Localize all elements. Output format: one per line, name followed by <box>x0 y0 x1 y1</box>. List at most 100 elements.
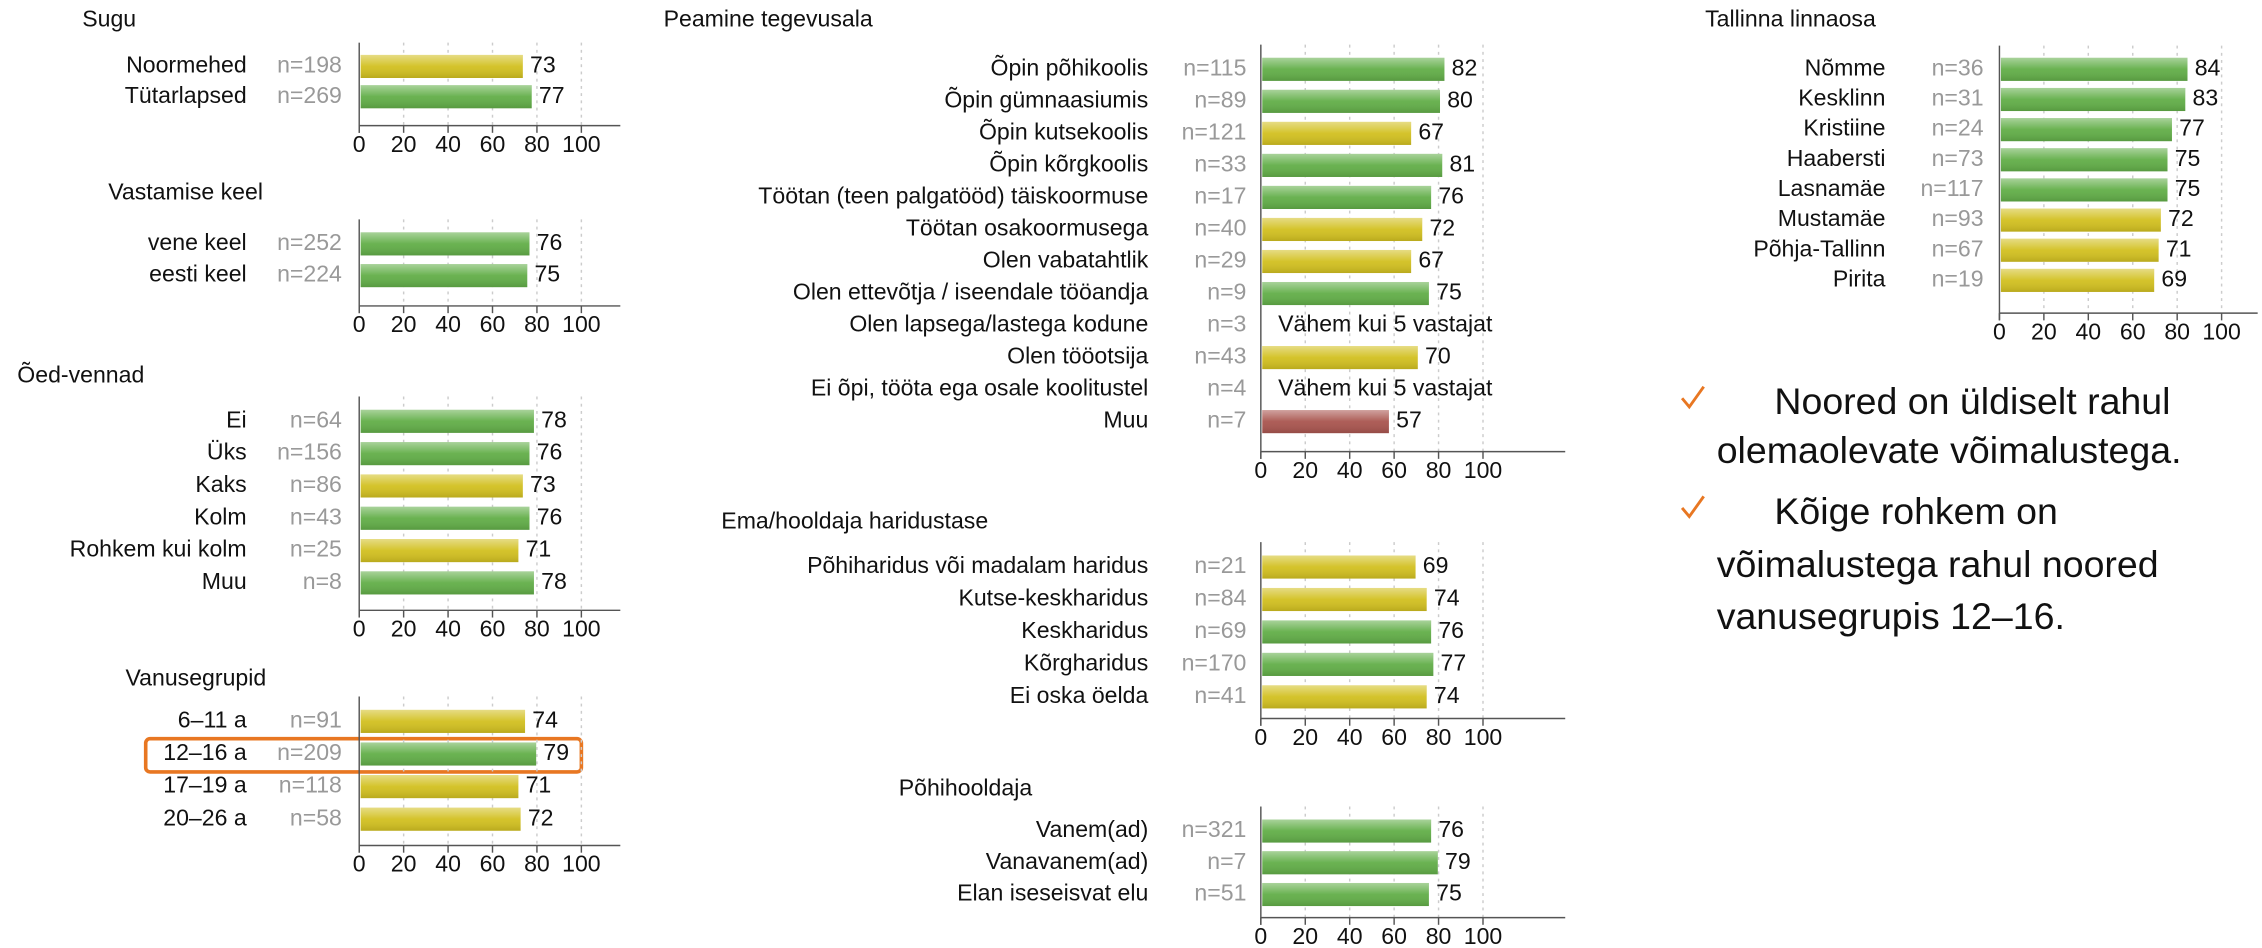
category-label: Muu <box>1103 407 1148 433</box>
bar-shine <box>1262 410 1389 434</box>
category-label: Töötan (teen palgatööd) täiskoormuse <box>758 183 1148 209</box>
x-tick-label: 80 <box>524 851 550 877</box>
value-label: 76 <box>537 439 563 465</box>
value-label: 78 <box>541 568 567 594</box>
category-label: Kõrgharidus <box>1024 650 1148 676</box>
value-label: 73 <box>530 471 556 497</box>
bar-shine <box>2000 118 2172 142</box>
value-label: 72 <box>2168 205 2194 231</box>
value-label: 76 <box>537 229 563 255</box>
check-icon <box>1680 385 1705 410</box>
x-tick-label: 60 <box>1381 457 1407 483</box>
bar-shine <box>1262 346 1418 370</box>
value-label: 71 <box>526 772 552 798</box>
value-label: 75 <box>1436 880 1462 906</box>
x-tick-label: 60 <box>1381 923 1407 948</box>
category-label: Kesklinn <box>1798 85 1885 111</box>
n-label: n=8 <box>303 568 342 594</box>
bar-shine <box>360 442 530 466</box>
value-label: 76 <box>1438 816 1464 842</box>
note-text: Kõige rohkem on <box>1774 490 2058 532</box>
x-tick-label: 40 <box>1337 724 1363 750</box>
note-text: võimalustega rahul noored <box>1717 543 2159 585</box>
bar-shine <box>1262 89 1441 113</box>
check-icon <box>1680 495 1705 519</box>
category-label: Põhiharidus või madalam haridus <box>807 552 1148 578</box>
n-label: n=7 <box>1207 407 1246 433</box>
x-tick-label: 20 <box>391 311 417 337</box>
bar-shine <box>1262 121 1412 145</box>
n-label: n=41 <box>1194 682 1246 708</box>
category-label: Kaks <box>195 471 246 497</box>
n-label: n=58 <box>290 804 342 830</box>
category-label: Olen vabatahtlik <box>983 247 1149 273</box>
x-tick-label: 60 <box>2120 318 2146 344</box>
x-tick-label: 20 <box>391 131 417 157</box>
category-label: Olen tööotsija <box>1007 343 1148 369</box>
category-label: Ei õpi, tööta ega osale koolitustel <box>811 375 1148 401</box>
value-label: 76 <box>1438 617 1464 643</box>
x-tick-label: 100 <box>562 311 601 337</box>
x-tick-label: 40 <box>435 616 461 642</box>
bar-shine <box>360 232 530 256</box>
category-label: Õpin gümnaasiumis <box>944 85 1148 112</box>
x-tick-label: 80 <box>1426 724 1452 750</box>
category-label: Elan iseseisvat elu <box>957 880 1148 906</box>
bar-shine <box>360 474 523 498</box>
category-label: Kutse-keskharidus <box>958 585 1148 611</box>
x-tick-label: 0 <box>353 311 366 337</box>
n-label: n=89 <box>1194 86 1246 112</box>
n-label: n=7 <box>1207 848 1246 874</box>
bar-shine <box>1262 153 1443 177</box>
n-label: n=93 <box>1932 205 1984 231</box>
value-label: 80 <box>1447 86 1473 112</box>
n-label: n=84 <box>1194 585 1246 611</box>
value-label: 69 <box>1423 552 1449 578</box>
x-tick-label: 0 <box>1993 318 2006 344</box>
bar-shine <box>360 742 537 766</box>
n-label: n=51 <box>1194 880 1246 906</box>
category-label: 17–19 a <box>163 772 247 798</box>
bar-shine <box>2000 178 2168 202</box>
n-label: n=24 <box>1932 115 1984 141</box>
category-label: Ei <box>226 406 247 432</box>
value-label: Vähem kui 5 vastajat <box>1278 311 1493 337</box>
category-label: vene keel <box>148 229 247 255</box>
x-tick-label: 20 <box>2031 318 2057 344</box>
chart-title: Õed-vennad <box>17 361 144 388</box>
bar-shine <box>360 506 530 530</box>
x-tick-label: 40 <box>435 851 461 877</box>
value-label: 74 <box>1434 682 1460 708</box>
value-label: 77 <box>2179 115 2205 141</box>
category-label: 12–16 a <box>163 739 247 765</box>
bar-shine <box>360 264 528 288</box>
x-tick-label: 40 <box>1337 923 1363 948</box>
value-label: 71 <box>2166 235 2192 261</box>
n-label: n=31 <box>1932 85 1984 111</box>
note-text: vanusegrupis 12–16. <box>1717 595 2065 637</box>
x-tick-label: 60 <box>480 131 506 157</box>
bar-shine <box>360 775 519 799</box>
n-label: n=29 <box>1194 247 1246 273</box>
bar-shine <box>2000 57 2188 81</box>
value-label: 78 <box>541 406 567 432</box>
category-label: Vanavanem(ad) <box>986 848 1148 874</box>
x-tick-label: 80 <box>524 131 550 157</box>
n-label: n=3 <box>1207 311 1246 337</box>
chart-title: Ema/hooldaja haridustase <box>721 507 988 533</box>
value-label: 73 <box>530 52 556 78</box>
x-tick-label: 20 <box>1292 923 1318 948</box>
x-tick-label: 40 <box>1337 457 1363 483</box>
bar-shine <box>1262 587 1427 612</box>
n-label: n=86 <box>290 471 342 497</box>
x-tick-label: 20 <box>1292 724 1318 750</box>
category-label: Ei oska öelda <box>1010 682 1149 708</box>
category-label: Nõmme <box>1805 54 1886 80</box>
bar-shine <box>360 409 534 433</box>
category-label: Õpin kõrgkoolis <box>989 150 1148 177</box>
value-label: 76 <box>1438 183 1464 209</box>
bar-shine <box>1262 281 1429 306</box>
value-label: 70 <box>1425 343 1451 369</box>
n-label: n=269 <box>277 82 342 108</box>
category-label: Lasnamäe <box>1778 175 1886 201</box>
